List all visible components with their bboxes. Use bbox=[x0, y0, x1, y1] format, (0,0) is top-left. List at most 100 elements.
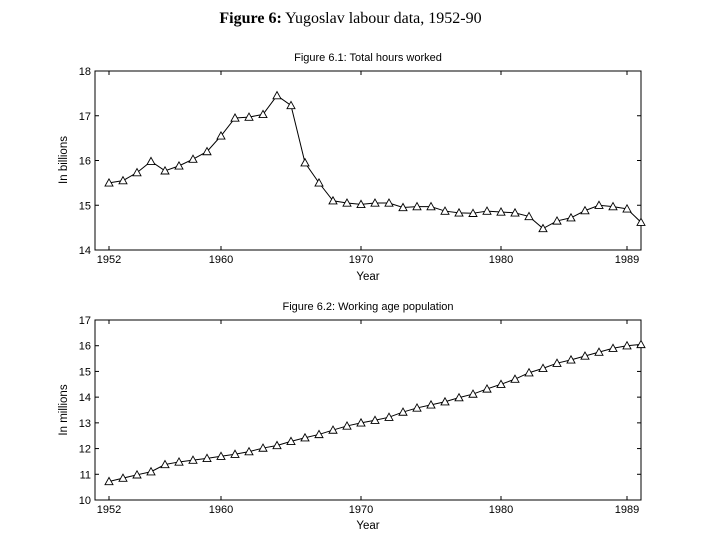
y-tick-label: 15 bbox=[79, 366, 91, 378]
data-point-marker bbox=[468, 389, 478, 398]
data-point-marker bbox=[202, 146, 212, 156]
y-tick-label: 15 bbox=[79, 200, 91, 212]
data-point-marker bbox=[342, 198, 352, 207]
y-tick-label: 14 bbox=[79, 245, 91, 257]
data-point-marker bbox=[622, 203, 632, 213]
data-point-marker bbox=[118, 175, 128, 185]
data-point-marker bbox=[636, 217, 646, 226]
data-point-marker bbox=[160, 459, 170, 469]
figure-title-text: Yugoslav labour data, 1952-90 bbox=[285, 10, 482, 27]
data-point-marker bbox=[566, 212, 576, 222]
y-tick-label: 17 bbox=[79, 111, 91, 123]
data-point-marker bbox=[314, 429, 324, 439]
data-point-marker bbox=[496, 379, 506, 388]
data-point-marker bbox=[342, 421, 352, 430]
data-point-marker bbox=[468, 208, 478, 217]
chart-1-title: Figure 6.1: Total hours worked bbox=[294, 52, 442, 64]
data-point-marker bbox=[104, 476, 114, 486]
data-point-marker bbox=[538, 363, 548, 372]
y-tick-label: 12 bbox=[79, 444, 91, 456]
x-tick-label: 1989 bbox=[615, 504, 639, 516]
data-point-marker bbox=[608, 201, 618, 211]
y-tick-label: 18 bbox=[79, 66, 91, 78]
chart-2-ylabel: In millions bbox=[58, 384, 70, 435]
data-point-marker bbox=[258, 109, 268, 119]
figure-title: Figure 6: Yugoslav labour data, 1952-90 bbox=[0, 10, 701, 28]
x-tick-label: 1960 bbox=[209, 504, 233, 516]
x-tick-label: 1952 bbox=[97, 254, 121, 266]
data-point-marker bbox=[552, 358, 562, 367]
data-point-marker bbox=[230, 113, 240, 122]
plot-frame bbox=[94, 319, 642, 501]
chart-2-title: Figure 6.2: Working age population bbox=[282, 301, 453, 313]
chart-1-ylabel: In billions bbox=[58, 136, 70, 184]
data-point-marker bbox=[286, 100, 296, 110]
data-point-marker bbox=[454, 207, 464, 217]
data-point-marker bbox=[104, 177, 114, 187]
x-tick-label: 1960 bbox=[209, 254, 233, 266]
x-tick-label: 1980 bbox=[489, 254, 513, 266]
data-point-marker bbox=[132, 167, 142, 177]
data-point-marker bbox=[286, 436, 296, 446]
x-tick-label: 1980 bbox=[489, 504, 513, 516]
data-point-marker bbox=[188, 455, 198, 464]
data-point-marker bbox=[482, 206, 492, 215]
data-point-marker bbox=[328, 195, 338, 205]
x-tick-label: 1970 bbox=[349, 254, 373, 266]
x-tick-label: 1952 bbox=[97, 504, 121, 516]
data-point-marker bbox=[412, 201, 422, 211]
data-point-marker bbox=[538, 223, 548, 233]
data-point-marker bbox=[216, 451, 226, 460]
data-point-marker bbox=[510, 374, 520, 383]
data-point-marker bbox=[328, 425, 338, 434]
data-point-marker bbox=[426, 399, 436, 409]
data-point-marker bbox=[202, 453, 212, 462]
data-point-marker bbox=[566, 354, 576, 364]
data-point-marker bbox=[188, 154, 198, 163]
data-point-marker bbox=[510, 207, 520, 217]
data-point-marker bbox=[244, 446, 254, 456]
chart-total-hours: Figure 6.1: Total hours worked 1952 1960 1… bbox=[58, 52, 646, 283]
data-point-marker bbox=[412, 403, 422, 412]
data-point-marker bbox=[174, 457, 184, 466]
chart-working-age-population: Figure 6.2: Working age population 1952 1… bbox=[58, 301, 646, 532]
data-point-marker bbox=[594, 200, 604, 209]
data-point-marker bbox=[454, 392, 464, 402]
y-tick-label: 11 bbox=[80, 469, 91, 481]
data-point-marker bbox=[580, 205, 590, 215]
figure-label: Figure 6: bbox=[219, 10, 282, 27]
x-tick-label: 1970 bbox=[349, 504, 373, 516]
data-point-marker bbox=[300, 157, 310, 167]
y-tick-label: 16 bbox=[79, 341, 91, 353]
series-line bbox=[108, 343, 642, 482]
data-point-marker bbox=[258, 443, 268, 452]
data-point-marker bbox=[398, 202, 408, 212]
data-point-marker bbox=[580, 351, 590, 360]
data-point-marker bbox=[594, 347, 604, 356]
data-point-marker bbox=[622, 340, 632, 350]
data-point-marker bbox=[160, 165, 170, 175]
data-point-marker bbox=[272, 90, 282, 100]
data-point-marker bbox=[440, 206, 450, 215]
data-point-marker bbox=[146, 466, 156, 476]
data-point-marker bbox=[370, 198, 380, 207]
data-point-marker bbox=[636, 339, 646, 349]
data-point-marker bbox=[356, 199, 366, 209]
chart-2-xlabel: Year bbox=[356, 520, 379, 532]
data-point-marker bbox=[272, 440, 282, 450]
data-point-marker bbox=[356, 417, 366, 427]
data-point-marker bbox=[384, 412, 394, 421]
data-point-marker bbox=[174, 160, 184, 170]
data-point-marker bbox=[440, 396, 450, 406]
data-point-marker bbox=[398, 407, 408, 416]
data-point-marker bbox=[608, 343, 618, 352]
data-point-marker bbox=[132, 469, 142, 479]
data-point-marker bbox=[384, 198, 394, 207]
data-point-marker bbox=[244, 112, 254, 121]
chart-1-xlabel: Year bbox=[356, 271, 379, 283]
y-tick-label: 14 bbox=[79, 392, 91, 404]
data-point-marker bbox=[230, 449, 240, 458]
chart-2-axes: 1952 1960 1970 1980 1989 10 11 12 13 14 15 16 17 bbox=[79, 315, 646, 516]
data-point-marker bbox=[118, 473, 128, 482]
